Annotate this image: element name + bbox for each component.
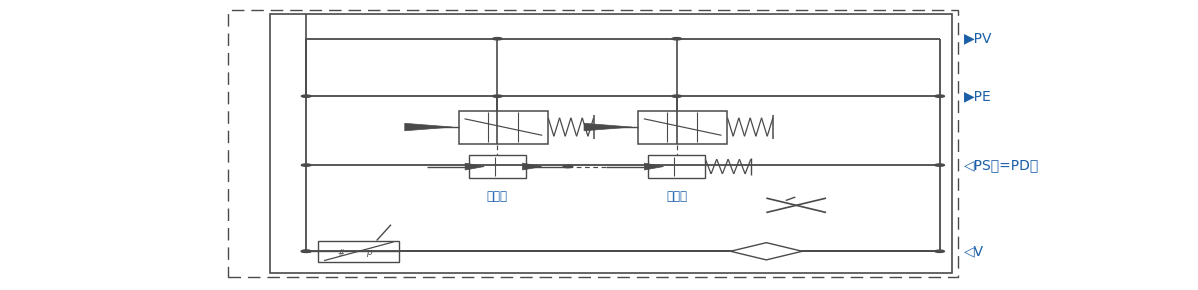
Text: p: p [365,248,371,257]
Circle shape [302,250,311,252]
Circle shape [934,250,944,252]
Circle shape [563,165,573,168]
Circle shape [302,95,311,97]
Circle shape [672,95,682,97]
Text: 供給弁: 供給弁 [486,190,508,202]
Polygon shape [585,123,631,131]
Circle shape [934,164,944,166]
Circle shape [492,95,502,97]
Bar [468,155,526,178]
Circle shape [672,38,682,40]
Text: ◁PS（=PD）: ◁PS（=PD） [963,158,1039,172]
Text: ◁V: ◁V [963,244,984,258]
Text: ▶PE: ▶PE [963,89,991,103]
Bar [648,155,706,178]
Circle shape [302,164,311,166]
Text: #: # [338,249,344,258]
Bar [637,110,727,144]
Polygon shape [405,123,453,131]
Circle shape [492,38,502,40]
Bar [271,14,951,273]
Text: 破壊弁: 破壊弁 [666,190,688,202]
Polygon shape [645,163,664,170]
Text: ▶PV: ▶PV [963,32,992,46]
Polygon shape [465,163,484,170]
Polygon shape [522,163,541,170]
Bar [319,240,399,262]
Bar [459,110,549,144]
Circle shape [302,250,311,252]
Circle shape [934,95,944,97]
Polygon shape [731,243,803,260]
Bar [229,10,957,277]
